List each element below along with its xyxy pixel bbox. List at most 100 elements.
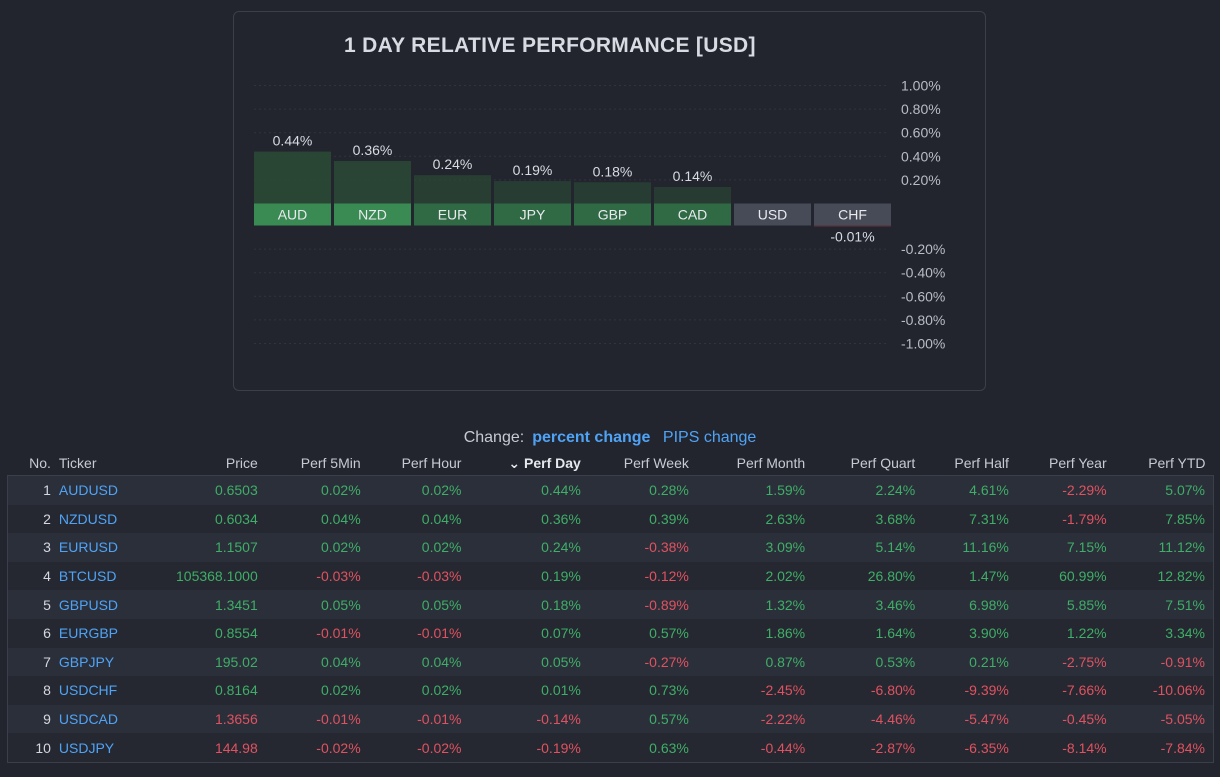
perf-5min-cell: 0.02% bbox=[320, 539, 361, 556]
price-cell: 1.1507 bbox=[214, 539, 258, 556]
perf-year-cell: -8.14% bbox=[1062, 739, 1107, 756]
perf-quart-cell: 26.80% bbox=[867, 568, 916, 585]
table-row[interactable]: 5 GBPUSD 1.3451 0.05% 0.05% 0.18% -0.89% 1.32% 3… bbox=[7, 590, 1214, 619]
ticker-link[interactable]: GBPUSD bbox=[58, 596, 119, 613]
table-row[interactable]: 3 EURUSD 1.1507 0.02% 0.02% 0.24% -0.38% 3.09% 5… bbox=[7, 533, 1214, 562]
currency-strip bbox=[334, 203, 411, 226]
header-perf-quart[interactable]: Perf Quart bbox=[850, 455, 916, 471]
perf-quart-cell: -2.87% bbox=[870, 739, 916, 756]
change-mode-bar: Change: percent change PIPS change bbox=[0, 429, 1220, 447]
ticker-link[interactable]: USDJPY bbox=[58, 739, 115, 756]
perf-day-cell: 0.24% bbox=[541, 539, 581, 556]
header-perf-day[interactable]: ⌄ Perf Day bbox=[469, 451, 588, 476]
table-row[interactable]: 10 USDJPY 144.98 -0.02% -0.02% -0.19% 0.63% -0.… bbox=[7, 733, 1214, 763]
table-row[interactable]: 9 USDCAD 1.3656 -0.01% -0.01% -0.14% 0.57% -2.2… bbox=[7, 704, 1214, 734]
perf-year-cell: -1.79% bbox=[1062, 510, 1107, 527]
ticker-link[interactable]: EURGBP bbox=[58, 625, 119, 642]
y-tick-label: 0.60% bbox=[901, 125, 941, 141]
header-perf-5min[interactable]: Perf 5Min bbox=[300, 455, 361, 471]
ticker-link[interactable]: AUDUSD bbox=[58, 482, 119, 499]
header-perf-half[interactable]: Perf Half bbox=[954, 455, 1009, 471]
y-tick-label: -0.60% bbox=[901, 288, 945, 304]
perf-year-cell: 1.22% bbox=[1066, 625, 1107, 642]
perf-week-cell: -0.27% bbox=[644, 653, 689, 670]
currency-strip bbox=[414, 203, 491, 226]
perf-year-cell: 5.85% bbox=[1066, 596, 1107, 613]
value-label: -0.01% bbox=[830, 229, 874, 245]
row-number: 7 bbox=[43, 653, 51, 670]
value-label: 0.24% bbox=[433, 156, 473, 172]
price-cell: 0.6034 bbox=[214, 510, 258, 527]
category-label: AUD bbox=[278, 207, 308, 223]
perf-half-cell: -6.35% bbox=[964, 739, 1009, 756]
perf-day-cell: 0.19% bbox=[541, 568, 581, 585]
perf-hour-cell: -0.01% bbox=[417, 625, 462, 642]
performance-bar-chart: 1.00% 0.80% 0.60% 0.40% 0.20% -0.20% -0.40% -0.… bbox=[254, 78, 945, 352]
perf-hour-cell: -0.03% bbox=[417, 568, 462, 585]
ticker-link[interactable]: NZDUSD bbox=[58, 510, 118, 527]
percent-change-link[interactable]: percent change bbox=[532, 429, 651, 446]
perf-half-cell: 11.16% bbox=[962, 539, 1009, 556]
table-row[interactable]: 7 GBPJPY 195.02 0.04% 0.04% 0.05% -0.27% 0.87% 0… bbox=[7, 647, 1214, 677]
perf-day-cell: 0.18% bbox=[541, 596, 581, 613]
pips-change-link[interactable]: PIPS change bbox=[662, 429, 757, 446]
header-perf-ytd[interactable]: Perf YTD bbox=[1148, 455, 1206, 471]
header-perf-hour[interactable]: Perf Hour bbox=[401, 455, 462, 471]
perf-5min-cell: -0.03% bbox=[316, 568, 361, 585]
perf-ytd-cell: 12.82% bbox=[1157, 568, 1205, 585]
table-row[interactable]: 8 USDCHF 0.8164 0.02% 0.02% 0.01% 0.73% -2.45% -… bbox=[7, 676, 1214, 705]
ticker-link[interactable]: EURUSD bbox=[58, 539, 119, 556]
perf-half-cell: 1.47% bbox=[969, 568, 1009, 585]
y-tick-label: 0.40% bbox=[901, 148, 941, 164]
row-number: 3 bbox=[43, 539, 51, 556]
perf-half-cell: 0.21% bbox=[969, 653, 1009, 670]
perf-half-cell: 6.98% bbox=[969, 596, 1009, 613]
bar bbox=[814, 225, 891, 227]
perf-year-cell: -0.45% bbox=[1062, 711, 1107, 728]
perf-day-cell: -0.19% bbox=[536, 739, 581, 756]
perf-month-cell: 2.63% bbox=[765, 510, 806, 527]
perf-week-cell: 0.73% bbox=[649, 682, 689, 699]
bar bbox=[334, 161, 411, 204]
ticker-link[interactable]: BTCUSD bbox=[58, 568, 117, 585]
perf-half-cell: -5.47% bbox=[964, 711, 1009, 728]
perf-week-cell: 0.57% bbox=[649, 711, 689, 728]
header-perf-week[interactable]: Perf Week bbox=[623, 455, 689, 471]
ticker-link[interactable]: GBPJPY bbox=[58, 653, 115, 670]
header-price[interactable]: Price bbox=[225, 455, 258, 471]
perf-quart-cell: 0.53% bbox=[875, 653, 916, 670]
y-tick-label: 0.20% bbox=[901, 172, 941, 188]
perf-day-cell: 0.01% bbox=[541, 682, 581, 699]
perf-month-cell: 1.59% bbox=[765, 482, 806, 499]
perf-year-cell: -2.29% bbox=[1062, 482, 1107, 499]
category-label: GBP bbox=[598, 207, 628, 223]
perf-year-cell: 7.15% bbox=[1066, 539, 1107, 556]
perf-hour-cell: 0.05% bbox=[421, 596, 462, 613]
perf-week-cell: 0.39% bbox=[649, 510, 689, 527]
header-perf-month[interactable]: Perf Month bbox=[736, 455, 806, 471]
price-cell: 0.8554 bbox=[214, 625, 258, 642]
perf-day-cell: 0.07% bbox=[541, 625, 581, 642]
perf-year-cell: -2.75% bbox=[1062, 653, 1107, 670]
table-row[interactable]: 1 AUDUSD 0.6503 0.02% 0.02% 0.44% 0.28% 1.59% 2.… bbox=[7, 475, 1214, 505]
table-row[interactable]: 4 BTCUSD 105368.1000 -0.03% -0.03% 0.19% -0.12… bbox=[7, 561, 1214, 591]
header-no[interactable]: No. bbox=[29, 455, 51, 471]
table-row[interactable]: 2 NZDUSD 0.6034 0.04% 0.04% 0.36% 0.39% 2.63% 3.… bbox=[7, 504, 1214, 534]
perf-day-cell: 0.44% bbox=[541, 482, 581, 499]
perf-half-cell: -9.39% bbox=[964, 682, 1009, 699]
table-row[interactable]: 6 EURGBP 0.8554 -0.01% -0.01% 0.07% 0.57% 1.86%… bbox=[7, 618, 1214, 648]
perf-ytd-cell: -5.05% bbox=[1160, 711, 1205, 728]
y-tick-label: 1.00% bbox=[901, 78, 941, 94]
perf-5min-cell: 0.02% bbox=[320, 482, 361, 499]
perf-5min-cell: -0.01% bbox=[316, 625, 361, 642]
header-ticker[interactable]: Ticker bbox=[58, 455, 97, 471]
perf-hour-cell: -0.01% bbox=[417, 711, 462, 728]
perf-hour-cell: 0.04% bbox=[421, 510, 462, 527]
header-perf-year[interactable]: Perf Year bbox=[1049, 455, 1107, 471]
perf-hour-cell: -0.02% bbox=[417, 739, 462, 756]
bar bbox=[254, 151, 331, 204]
currency-strip bbox=[654, 203, 731, 226]
ticker-link[interactable]: USDCHF bbox=[58, 682, 118, 699]
perf-hour-cell: 0.02% bbox=[421, 682, 462, 699]
ticker-link[interactable]: USDCAD bbox=[58, 711, 119, 728]
